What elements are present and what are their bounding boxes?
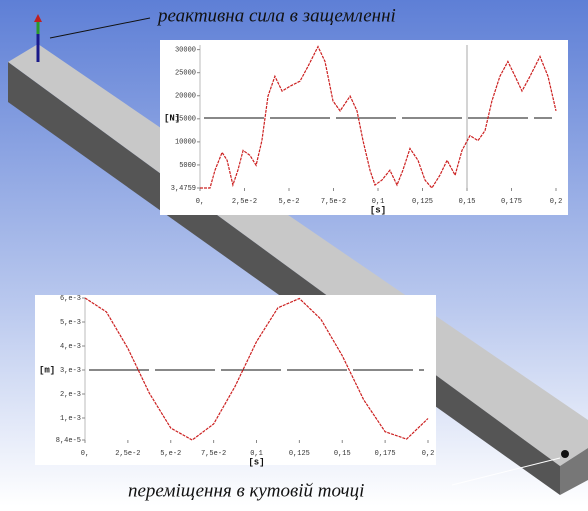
x-tick-label: 0,175: [501, 198, 522, 206]
y-tick-label: 10000: [175, 139, 196, 147]
y-tick-label: 5,e-3: [60, 319, 81, 327]
x-tick-label: 0,15: [334, 450, 351, 458]
y-tick-label: 3,e-3: [60, 367, 81, 375]
y-tick-label: 6,e-3: [60, 295, 81, 303]
x-tick-label: 5,e-2: [160, 450, 181, 458]
x-tick-label: 0,: [81, 450, 89, 458]
x-tick-label: 7,5e-2: [201, 450, 226, 458]
y-tick-label: 4,e-3: [60, 343, 81, 351]
x-axis-label: [s]: [370, 205, 386, 215]
y-axis-label: [m]: [39, 365, 55, 375]
annotation-bottom: переміщення в кутовій точці: [128, 480, 364, 501]
x-tick-label: 5,e-2: [278, 198, 299, 206]
y-tick-label: 30000: [175, 46, 196, 54]
chart-panel: [160, 40, 568, 215]
y-axis-label: [N]: [164, 113, 180, 123]
x-tick-label: 0,125: [289, 450, 310, 458]
x-tick-label: 0,175: [375, 450, 396, 458]
x-tick-label: 0,15: [459, 198, 476, 206]
annotation-top: реактивна сила в защемленні: [156, 5, 396, 26]
chart-panel: [35, 295, 436, 465]
scene: реактивна сила в защемленні переміщення …: [0, 0, 588, 506]
x-axis-label: [s]: [248, 457, 264, 467]
point-marker: [561, 450, 569, 458]
page: {"annotations": {"top": "реактивна сила …: [0, 0, 588, 506]
x-tick-label: 0,2: [422, 450, 435, 458]
y-tick-label: 3,4759: [171, 185, 196, 193]
y-tick-label: 5000: [179, 162, 196, 170]
x-tick-label: 7,5e-2: [321, 198, 346, 206]
x-tick-label: 0,: [196, 198, 204, 206]
x-tick-label: 0,125: [412, 198, 433, 206]
x-tick-label: 2,5e-2: [232, 198, 257, 206]
y-tick-label: 1,e-3: [60, 415, 81, 423]
y-tick-label: 25000: [175, 70, 196, 78]
y-tick-label: 20000: [175, 93, 196, 101]
y-tick-label: 8,4e-5: [56, 437, 81, 445]
y-tick-label: 2,e-3: [60, 391, 81, 399]
x-tick-label: 0,2: [550, 198, 563, 206]
x-tick-label: 2,5e-2: [115, 450, 140, 458]
